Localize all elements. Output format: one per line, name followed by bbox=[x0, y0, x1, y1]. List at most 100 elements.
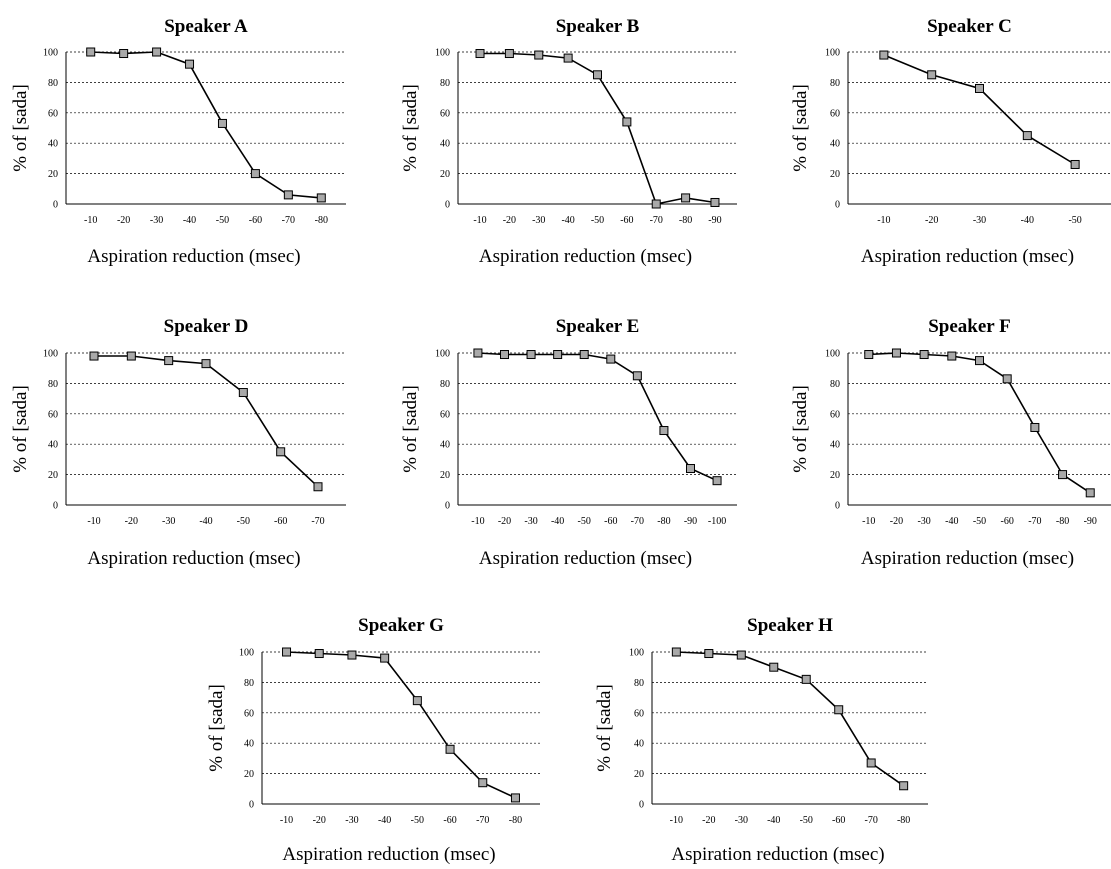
y-axis-title: % of [sada] bbox=[10, 84, 31, 172]
chart-panel-2: Speaker B 0 20 40 60 80 100 -10 -20 -30 -40 -50 -60 -… bbox=[400, 16, 737, 267]
y-axis-title: % of [sada] bbox=[10, 385, 31, 473]
panel-title: Speaker H bbox=[747, 615, 833, 636]
y-tick-label: 0 bbox=[835, 200, 840, 211]
y-tick-label: 100 bbox=[435, 349, 450, 360]
data-point bbox=[1002, 374, 1012, 384]
chart-panel-7: Speaker G 0 20 40 60 80 100 -10 -20 -30 -40 -50 -60 -… bbox=[206, 615, 540, 865]
y-tick-label: 100 bbox=[435, 48, 450, 59]
data-point bbox=[316, 193, 326, 203]
panel-title: Speaker E bbox=[556, 316, 640, 337]
y-tick-label: 80 bbox=[440, 379, 450, 390]
x-tick-label: -20 bbox=[925, 215, 938, 226]
y-tick-label: 20 bbox=[48, 470, 58, 481]
x-tick-label: -80 bbox=[509, 815, 522, 826]
data-point bbox=[314, 649, 324, 659]
series-line bbox=[868, 352, 1091, 494]
y-tick-label: 80 bbox=[244, 678, 254, 689]
x-tick-label: -30 bbox=[345, 815, 358, 826]
y-tick-label: 60 bbox=[244, 708, 254, 719]
y-tick-label: 80 bbox=[830, 379, 840, 390]
y-tick-label: 0 bbox=[835, 501, 840, 512]
y-tick-label: 60 bbox=[48, 108, 58, 119]
x-axis-title: Aspiration reduction (msec) bbox=[671, 844, 884, 865]
data-point bbox=[283, 190, 293, 200]
data-point bbox=[1085, 488, 1095, 498]
y-tick-label: 20 bbox=[48, 169, 58, 180]
data-point bbox=[526, 350, 536, 360]
data-point bbox=[1070, 159, 1080, 169]
x-tick-label: -70 bbox=[1028, 516, 1041, 527]
x-tick-label: -70 bbox=[282, 215, 295, 226]
x-tick-label: -80 bbox=[897, 815, 910, 826]
x-tick-label: -90 bbox=[708, 215, 721, 226]
x-tick-label: -20 bbox=[117, 215, 130, 226]
data-point bbox=[445, 744, 455, 754]
x-tick-label: -60 bbox=[249, 215, 262, 226]
y-tick-label: 100 bbox=[629, 648, 644, 659]
x-tick-label: -10 bbox=[670, 815, 683, 826]
chart-panel-5: Speaker E 0 20 40 60 80 100 -10 -20 -30 -40 -50 -60 -… bbox=[400, 316, 737, 569]
data-point bbox=[606, 354, 616, 364]
panel-title: Speaker G bbox=[358, 615, 444, 636]
chart-panel-1: Speaker A 0 20 40 60 80 100 -10 -20 -30 -40 -50 -60 -… bbox=[10, 16, 346, 267]
chart-panel-4: Speaker D 0 20 40 60 80 100 -10 -20 -30 -40 -50 -60 -… bbox=[10, 316, 346, 569]
y-tick-label: 60 bbox=[48, 409, 58, 420]
y-tick-label: 100 bbox=[43, 48, 58, 59]
data-point bbox=[769, 662, 779, 672]
x-tick-label: -20 bbox=[503, 215, 516, 226]
data-point bbox=[801, 674, 811, 684]
x-tick-label: -60 bbox=[604, 516, 617, 527]
x-tick-label: -50 bbox=[973, 516, 986, 527]
y-tick-label: 40 bbox=[48, 440, 58, 451]
y-tick-label: 100 bbox=[239, 648, 254, 659]
x-axis-title: Aspiration reduction (msec) bbox=[861, 246, 1074, 267]
y-tick-label: 20 bbox=[634, 769, 644, 780]
x-axis-title: Aspiration reduction (msec) bbox=[87, 246, 300, 267]
data-point bbox=[500, 350, 509, 360]
y-tick-label: 60 bbox=[634, 708, 644, 719]
data-point bbox=[504, 49, 514, 59]
x-tick-label: -70 bbox=[476, 815, 489, 826]
y-tick-label: 80 bbox=[440, 78, 450, 89]
data-point bbox=[712, 476, 722, 486]
x-tick-label: -90 bbox=[1084, 516, 1097, 527]
y-tick-label: 40 bbox=[244, 739, 254, 750]
x-tick-label: -40 bbox=[767, 815, 780, 826]
x-tick-label: -10 bbox=[84, 215, 97, 226]
data-point bbox=[185, 59, 195, 69]
data-point bbox=[276, 447, 286, 457]
y-tick-label: 60 bbox=[440, 409, 450, 420]
x-tick-label: -40 bbox=[945, 516, 958, 527]
data-point bbox=[510, 793, 520, 803]
x-tick-label: -10 bbox=[471, 516, 484, 527]
y-tick-label: 20 bbox=[830, 169, 840, 180]
data-point bbox=[119, 49, 129, 59]
x-tick-label: -50 bbox=[216, 215, 229, 226]
data-point bbox=[891, 348, 901, 358]
y-tick-label: 20 bbox=[244, 769, 254, 780]
x-tick-label: -50 bbox=[237, 516, 250, 527]
data-point bbox=[834, 705, 844, 715]
x-tick-label: -30 bbox=[162, 516, 175, 527]
data-point bbox=[632, 371, 642, 381]
chart-panel-6: Speaker F 0 20 40 60 80 100 -10 -20 -30 -40 -50 -60 -… bbox=[790, 316, 1111, 569]
x-tick-label: -80 bbox=[315, 215, 328, 226]
x-tick-label: -30 bbox=[532, 215, 545, 226]
panel-title: Speaker A bbox=[164, 16, 248, 37]
x-tick-label: -60 bbox=[274, 516, 287, 527]
data-point bbox=[478, 778, 488, 788]
y-axis-title: % of [sada] bbox=[790, 385, 811, 473]
data-point bbox=[866, 758, 876, 768]
x-axis-title: Aspiration reduction (msec) bbox=[282, 844, 495, 865]
y-tick-label: 40 bbox=[830, 440, 840, 451]
x-tick-label: -90 bbox=[684, 516, 697, 527]
x-tick-label: -50 bbox=[411, 815, 424, 826]
x-tick-label: -20 bbox=[498, 516, 511, 527]
x-tick-label: -10 bbox=[862, 516, 875, 527]
x-tick-label: -70 bbox=[865, 815, 878, 826]
y-tick-label: 40 bbox=[48, 139, 58, 150]
data-point bbox=[1030, 422, 1040, 432]
data-point bbox=[622, 117, 632, 127]
y-tick-label: 0 bbox=[639, 800, 644, 811]
